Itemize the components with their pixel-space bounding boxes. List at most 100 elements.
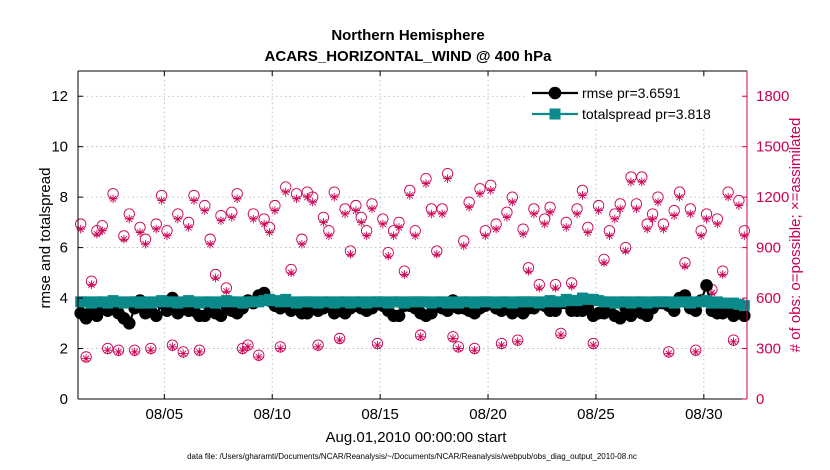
asterisk-stroke <box>697 232 705 240</box>
obs-assimilated-point <box>405 191 415 200</box>
asterisk-stroke <box>654 198 662 206</box>
obs-assimilated-point <box>540 219 549 229</box>
asterisk-stroke <box>525 267 532 275</box>
asterisk-stroke <box>471 346 478 354</box>
obs-assimilated-point <box>292 194 301 204</box>
obs-assimilated-point <box>254 352 264 362</box>
obs-assimilated-point <box>448 334 458 343</box>
asterisk-stroke <box>573 210 581 218</box>
asterisk-stroke <box>665 350 673 357</box>
asterisk-stroke <box>309 198 317 206</box>
obs-assimilated-point <box>588 340 598 350</box>
asterisk-stroke <box>336 336 343 344</box>
asterisk-stroke <box>109 195 117 203</box>
obs-assimilated-point <box>621 246 630 256</box>
asterisk-stroke <box>244 343 252 351</box>
obs-assimilated-point <box>227 213 237 222</box>
x-tick-label: 08/30 <box>685 406 723 423</box>
asterisk-stroke <box>82 355 90 362</box>
asterisk-stroke <box>616 205 624 213</box>
asterisk-stroke <box>444 175 451 182</box>
legend-box <box>528 78 742 126</box>
obs-assimilated-point <box>475 189 485 199</box>
asterisk-stroke <box>708 289 716 297</box>
y-tick-label-right: 0 <box>756 391 764 408</box>
y-tick-label-left: 10 <box>51 139 68 156</box>
asterisk-stroke <box>223 288 230 295</box>
asterisk-stroke <box>120 235 128 243</box>
obs-assimilated-point <box>329 192 339 202</box>
asterisk-stroke <box>460 242 468 250</box>
asterisk-stroke <box>514 338 522 346</box>
y-tick-label-left: 8 <box>60 189 68 206</box>
asterisk-stroke <box>692 348 700 356</box>
obs-assimilated-point <box>529 209 539 219</box>
obs-assimilated-point <box>184 223 193 232</box>
obs-assimilated-point <box>103 345 112 355</box>
obs-assimilated-point <box>691 347 701 357</box>
asterisk-stroke <box>600 259 608 267</box>
asterisk-stroke <box>552 284 559 292</box>
asterisk-stroke <box>98 227 106 235</box>
obs-assimilated-point <box>195 347 204 357</box>
asterisk-stroke <box>703 215 710 223</box>
asterisk-stroke <box>271 207 279 214</box>
obs-assimilated-point <box>610 214 620 224</box>
y-tick-label-left: 4 <box>60 290 68 307</box>
asterisk-stroke <box>530 210 538 218</box>
asterisk-stroke <box>730 338 737 346</box>
x-tick-label: 08/25 <box>577 406 615 423</box>
asterisk-stroke <box>482 232 489 240</box>
obs-assimilated-point <box>508 197 517 207</box>
rmse-point <box>425 306 438 320</box>
obs-assimilated-point <box>734 201 744 210</box>
asterisk-stroke <box>212 274 219 282</box>
asterisk-stroke <box>379 220 387 228</box>
obs-assimilated-point <box>729 337 738 347</box>
asterisk-stroke <box>314 343 322 351</box>
asterisk-stroke <box>622 247 629 255</box>
x-tick-label: 08/15 <box>361 406 399 423</box>
obs-assimilated-point <box>222 287 231 296</box>
obs-assimilated-point <box>556 330 566 340</box>
obs-assimilated-point <box>216 216 226 226</box>
asterisk-stroke <box>638 178 646 186</box>
obs-assimilated-point <box>286 268 296 278</box>
asterisk-stroke <box>606 232 613 240</box>
asterisk-stroke <box>498 341 505 349</box>
obs-assimilated-point <box>151 224 161 234</box>
obs-assimilated-point <box>410 231 420 241</box>
asterisk-stroke <box>206 240 214 248</box>
asterisk-stroke <box>433 251 441 258</box>
obs-assimilated-point <box>178 349 188 358</box>
asterisk-stroke <box>217 217 225 225</box>
asterisk-stroke <box>687 210 694 218</box>
obs-assimilated-point <box>362 231 371 241</box>
rmse-point <box>122 317 136 330</box>
asterisk-stroke <box>179 350 187 357</box>
asterisk-stroke <box>190 197 198 204</box>
obs-assimilated-point <box>486 186 496 195</box>
asterisk-stroke <box>428 210 435 218</box>
obs-assimilated-point <box>723 192 733 202</box>
obs-assimilated-point <box>200 206 210 215</box>
y-tick-label-left: 2 <box>60 341 68 358</box>
asterisk-stroke <box>131 348 138 356</box>
obs-assimilated-point <box>502 213 512 222</box>
asterisk-stroke <box>417 333 424 341</box>
x-tick-label: 08/05 <box>146 406 184 423</box>
asterisk-stroke <box>282 188 290 196</box>
obs-assimilated-point <box>524 266 533 276</box>
asterisk-stroke <box>169 343 176 351</box>
obs-assimilated-point <box>443 174 452 183</box>
asterisk-stroke <box>584 229 592 236</box>
obs-assimilated-point <box>659 224 668 234</box>
asterisk-stroke <box>93 230 101 238</box>
asterisk-stroke <box>136 229 144 236</box>
asterisk-stroke <box>476 190 484 198</box>
rmse-point <box>149 309 163 323</box>
obs-assimilated-point <box>464 202 474 212</box>
asterisk-stroke <box>438 210 446 218</box>
asterisk-stroke <box>589 341 597 349</box>
obs-assimilated-point <box>702 214 711 224</box>
